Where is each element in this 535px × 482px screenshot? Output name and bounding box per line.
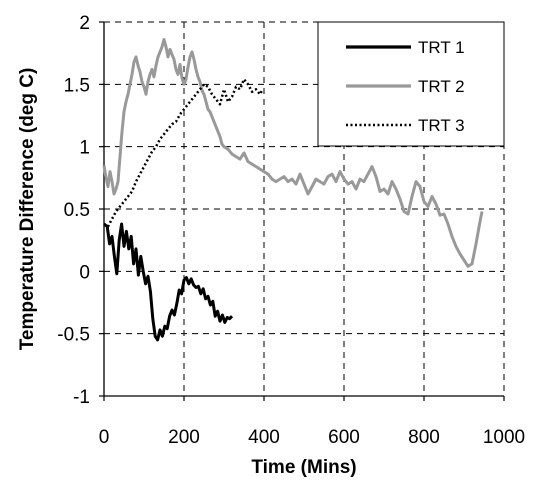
y-tick-label: 1.5 xyxy=(64,75,90,96)
x-tick-label: 1000 xyxy=(483,427,525,448)
legend-label-trt-2: TRT 2 xyxy=(418,77,465,96)
y-tick-label: 2 xyxy=(79,13,90,34)
x-tick-label: 0 xyxy=(99,427,110,448)
x-tick-labels: 0 200 400 600 800 1000 xyxy=(99,427,525,448)
x-tick-label: 400 xyxy=(248,427,280,448)
series-line-trt-3 xyxy=(103,78,264,228)
legend-label-trt-3: TRT 3 xyxy=(418,116,465,135)
axis-frame xyxy=(99,21,505,401)
y-tick-label: -0.5 xyxy=(57,325,90,346)
y-tick-label: -1 xyxy=(73,387,90,408)
legend-box xyxy=(317,21,505,147)
x-tick-label: 800 xyxy=(408,427,440,448)
x-tick-label: 600 xyxy=(328,427,360,448)
y-tick-label: 0.5 xyxy=(64,200,90,221)
x-axis-title: Time (Mins) xyxy=(251,457,356,478)
y-axis-title: Temperature Difference (deg C) xyxy=(17,68,38,351)
x-tick-label: 200 xyxy=(168,427,200,448)
legend-label-trt-1: TRT 1 xyxy=(418,38,465,57)
y-tick-label: 1 xyxy=(79,138,90,159)
y-tick-labels: -1 -0.5 0 0.5 1 1.5 2 xyxy=(57,13,90,408)
series-line-trt-2 xyxy=(102,38,484,268)
series-layer xyxy=(102,38,484,342)
series-line-trt-1 xyxy=(103,222,234,342)
legend-entries: TRT 1 TRT 2 TRT 3 xyxy=(346,38,465,135)
y-tick-label: 0 xyxy=(79,262,90,283)
legend: TRT 1 TRT 2 TRT 3 xyxy=(317,21,505,147)
